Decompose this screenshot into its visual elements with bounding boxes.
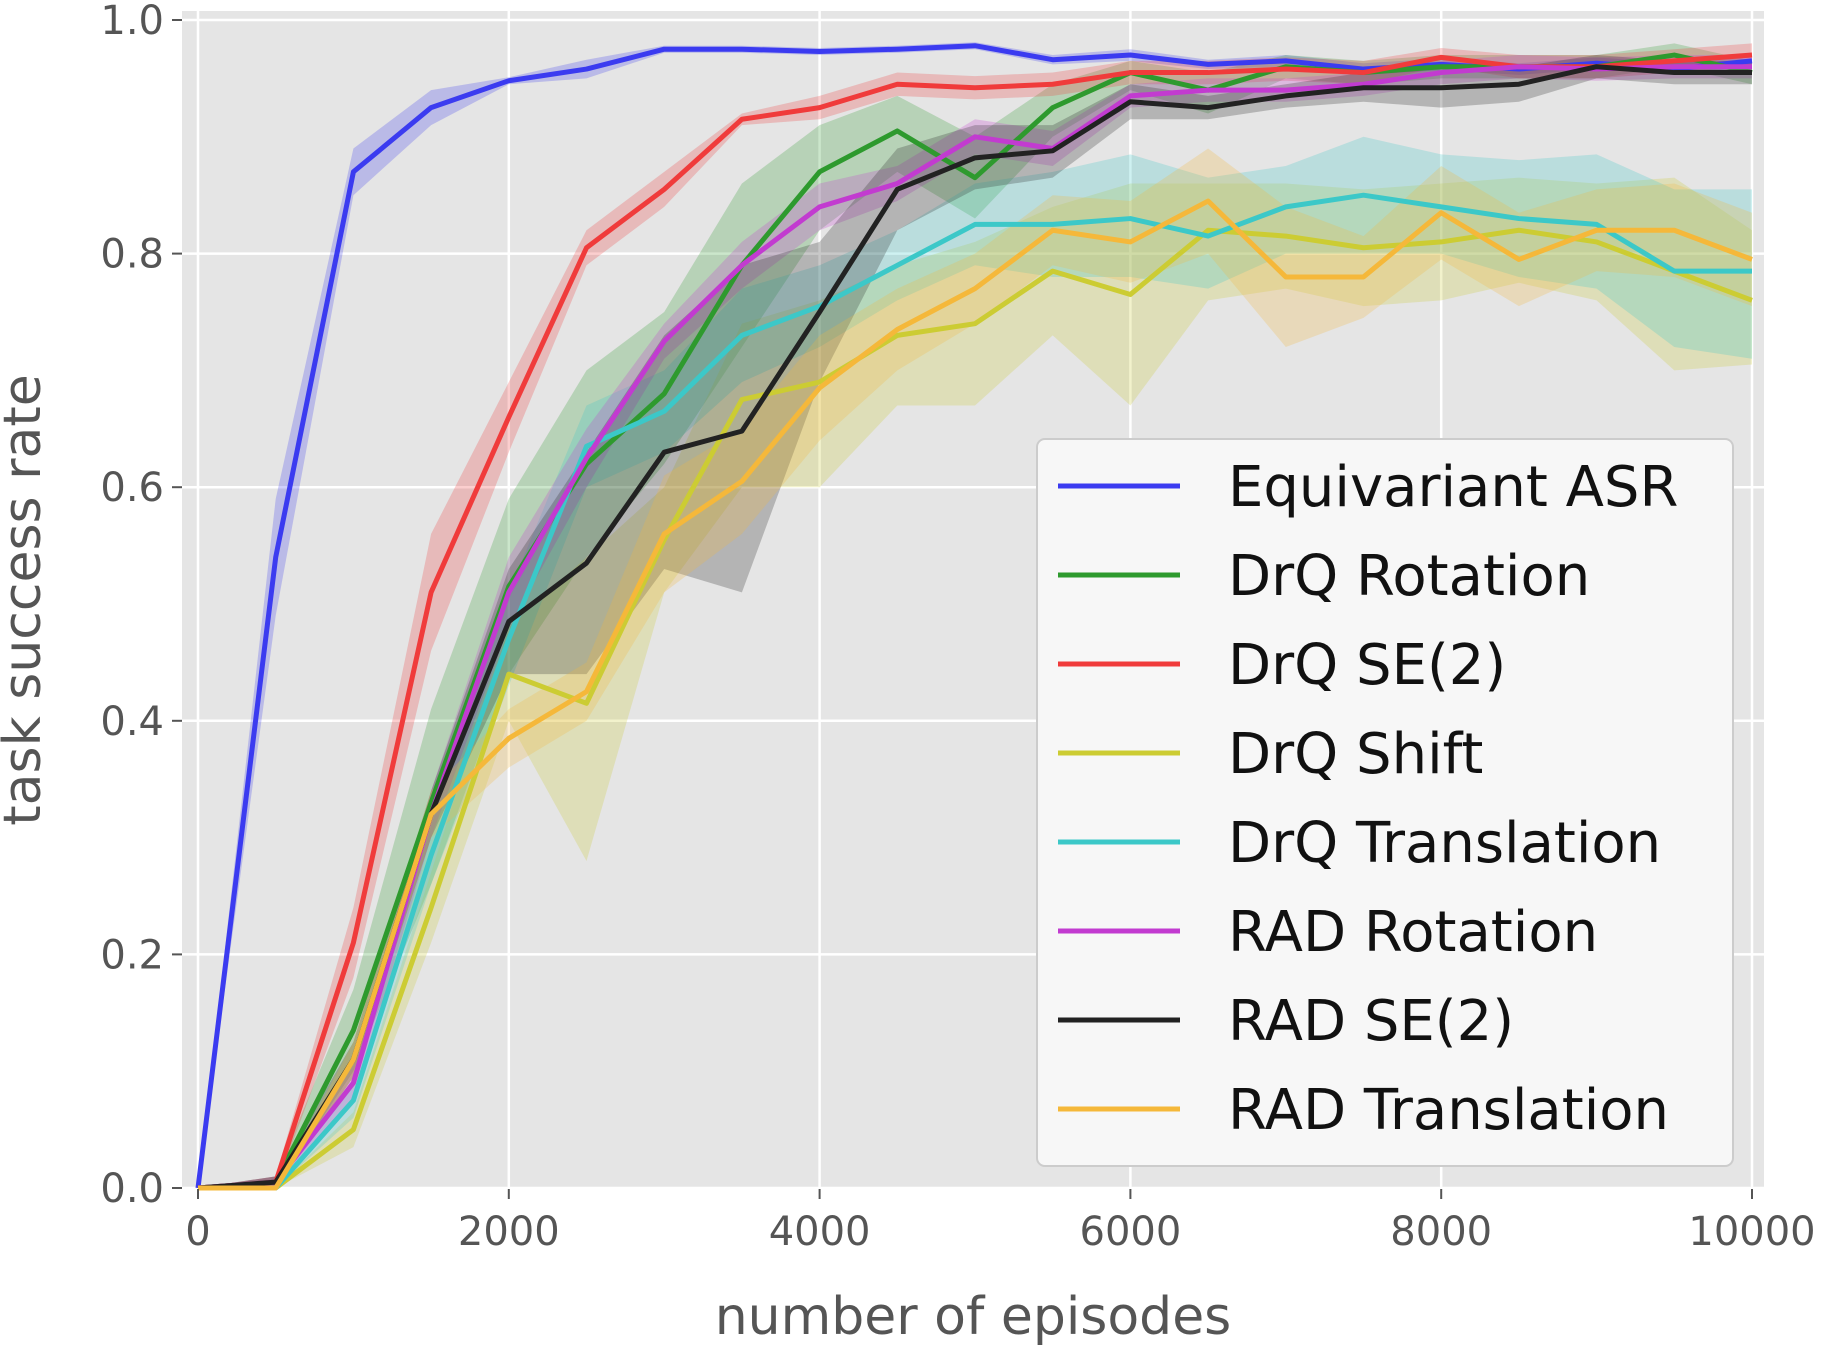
line-rad-rotation [197, 64, 1752, 1191]
x-axis: 0 2000 4000 6000 8000 10000 [185, 1189, 1816, 1255]
band-equivariant-asr [198, 42, 1752, 1188]
line-rad-translation [198, 198, 1753, 1191]
legend-label-drq-shift: DrQ Shift [1228, 722, 1483, 787]
x-tick-label: 4000 [769, 1209, 871, 1255]
series-lines [195, 43, 1753, 1191]
band-drq-shift [198, 177, 1752, 1188]
y-tick-label: 0.0 [100, 1166, 164, 1212]
band-drq-rotation [198, 43, 1752, 1189]
y-axis: 0.0 0.2 0.4 0.6 0.8 1.0 [100, 0, 182, 1212]
x-tick-label: 0 [185, 1209, 210, 1255]
x-axis-title: number of episodes [715, 1287, 1232, 1347]
legend-label-drq-se-2: DrQ SE(2) [1228, 633, 1506, 698]
legend-box [1036, 438, 1734, 1167]
y-tick-label: 0.2 [100, 932, 164, 978]
x-tick-label: 6000 [1080, 1209, 1182, 1255]
line-rad-se-2 [197, 64, 1752, 1191]
legend-label-rad-se-2: RAD SE(2) [1228, 989, 1514, 1054]
legend-label-drq-rotation: DrQ Rotation [1228, 544, 1590, 609]
legend-label-drq-translation: DrQ Translation [1228, 811, 1661, 876]
y-tick-label: 0.6 [100, 465, 164, 511]
y-tick-label: 1.0 [100, 0, 164, 44]
y-tick-label: 0.4 [100, 699, 164, 745]
line-drq-shift [198, 227, 1753, 1191]
legend-label-rad-rotation: RAD Rotation [1228, 900, 1598, 965]
x-tick-label: 8000 [1390, 1209, 1492, 1255]
y-tick-label: 0.8 [100, 232, 164, 278]
legend-label-equivariant-asr: Equivariant ASR [1228, 455, 1678, 520]
x-tick-label: 10000 [1688, 1209, 1815, 1255]
line-drq-translation [198, 192, 1752, 1191]
legend-label-rad-translation: RAD Translation [1228, 1078, 1669, 1143]
line-drq-se-2 [197, 52, 1753, 1191]
band-rad-translation [198, 148, 1752, 1189]
x-tick-label: 2000 [458, 1209, 560, 1255]
y-axis-title: task success rate [0, 374, 53, 826]
legend: Equivariant ASR DrQ Rotation DrQ SE(2) DrQ … [1036, 438, 1734, 1167]
